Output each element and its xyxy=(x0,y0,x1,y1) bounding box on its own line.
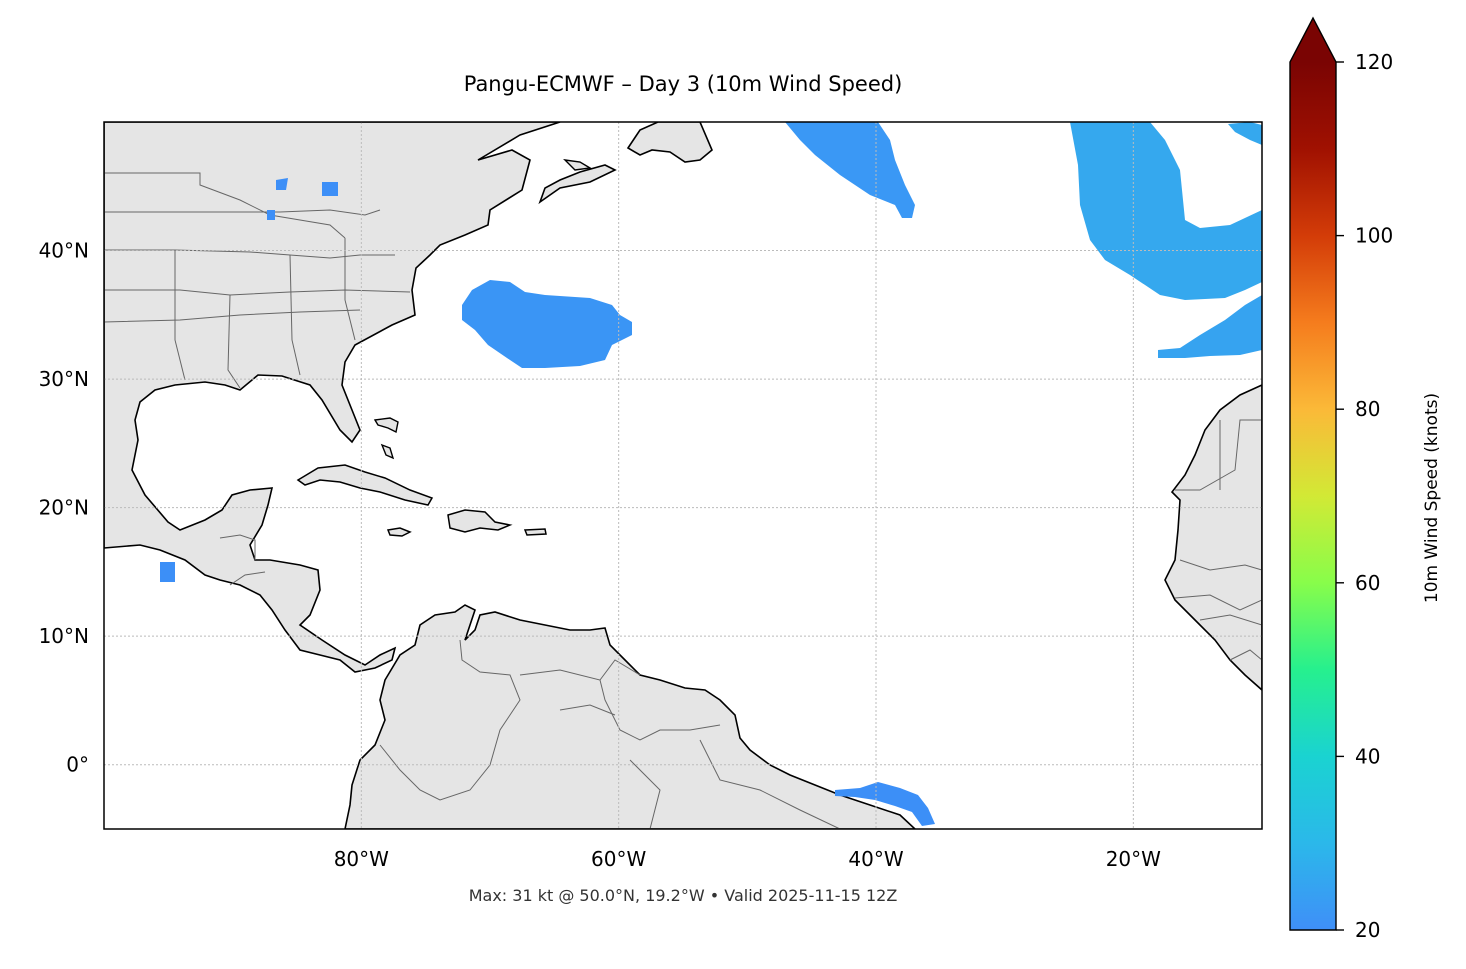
colorbar-label: 10m Wind Speed (knots) xyxy=(1422,392,1442,604)
wind-region-great-lakes-patch xyxy=(276,178,288,190)
land-nova-scotia xyxy=(538,164,617,205)
colorbar-tick-label: 120 xyxy=(1355,50,1393,74)
land-pei xyxy=(563,159,593,171)
lat-tick-label: 0° xyxy=(66,753,89,777)
map-title: Pangu-ECMWF – Day 3 (10m Wind Speed) xyxy=(463,72,903,96)
political-borders xyxy=(104,172,1262,829)
lon-tick-label: 60°W xyxy=(591,847,646,871)
wind-region-north-central-atlantic xyxy=(785,122,915,218)
land-jamaica xyxy=(386,527,412,537)
ocean xyxy=(104,122,1262,829)
wind-region-great-lakes-patch xyxy=(267,210,275,220)
land-cuba xyxy=(296,464,434,506)
colorbar: 20 40 60 80 100 120 xyxy=(1289,16,1393,942)
land-puerto-rico xyxy=(523,528,547,536)
wind-region-pacific-mexico-patch xyxy=(160,562,175,582)
lat-tick-label: 40°N xyxy=(39,239,89,263)
land-newfoundland xyxy=(626,122,713,163)
colorbar-frame xyxy=(1289,16,1337,931)
wind-region-northeast-corner xyxy=(1228,122,1262,145)
lat-tick-label: 20°N xyxy=(39,496,89,520)
colorbar-tick-label: 20 xyxy=(1355,918,1380,942)
land-hispaniola xyxy=(447,509,513,533)
colorbar-extend-arrow xyxy=(1290,18,1336,62)
lon-tick-label: 20°W xyxy=(1106,847,1161,871)
colorbar-tick-label: 100 xyxy=(1355,224,1393,248)
gridlines xyxy=(104,122,1262,829)
wind-speed-field xyxy=(160,122,1262,826)
wind-region-great-lakes-patch xyxy=(322,182,338,196)
wind-region-canary-band xyxy=(1158,295,1262,358)
colorbar-tick-label: 60 xyxy=(1355,571,1380,595)
colorbar-gradient xyxy=(1290,62,1336,930)
lon-tick-label: 40°W xyxy=(848,847,903,871)
land-africa xyxy=(1164,384,1262,692)
wind-region-equatorial-south xyxy=(835,782,935,826)
map-footer: Max: 31 kt @ 50.0°N, 19.2°W • Valid 2025… xyxy=(468,886,898,905)
land-south-america xyxy=(344,604,917,829)
colorbar-tick-label: 80 xyxy=(1355,397,1380,421)
lat-tick-label: 10°N xyxy=(39,624,89,648)
map-plot-area xyxy=(104,122,1262,829)
map-frame xyxy=(103,121,1263,830)
wind-region-gulf-stream-offshore xyxy=(462,280,632,368)
lon-tick-label: 80°W xyxy=(334,847,389,871)
colorbar-tick-label: 40 xyxy=(1355,744,1380,768)
lat-tick-label: 30°N xyxy=(39,367,89,391)
axis-ticks: 80°W 60°W 40°W 20°W 40°N 30°N 20°N 10°N 0° xyxy=(39,239,1162,871)
land-bahamas xyxy=(373,417,399,460)
land-north-america xyxy=(104,122,561,673)
colorbar-ticks: 20 40 60 80 100 120 xyxy=(1336,50,1393,942)
wind-region-northeast-atlantic-band xyxy=(1070,122,1262,300)
